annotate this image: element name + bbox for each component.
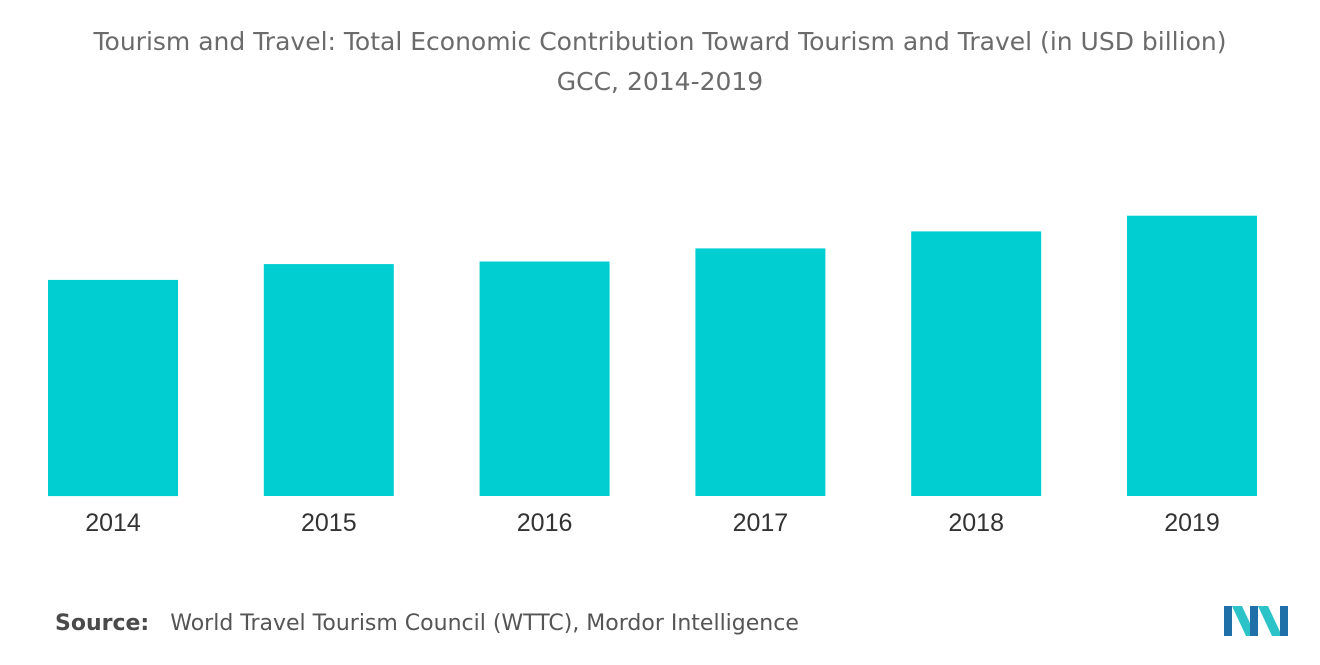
x-tick-label: 2018 bbox=[948, 509, 1004, 537]
bar-2019 bbox=[1127, 215, 1257, 496]
x-tick-label: 2019 bbox=[1164, 509, 1220, 537]
source-text: World Travel Tourism Council (WTTC), Mor… bbox=[170, 611, 799, 636]
bar-2018 bbox=[911, 231, 1042, 496]
bar-2016 bbox=[479, 261, 610, 496]
chart-subtitle: GCC, 2014-2019 bbox=[556, 67, 764, 96]
chart-title: Tourism and Travel: Total Economic Contr… bbox=[93, 27, 1227, 56]
mordor-intelligence-logo-icon bbox=[1224, 606, 1288, 636]
x-tick-label: 2015 bbox=[301, 509, 357, 537]
bar-2015 bbox=[263, 264, 394, 496]
x-tick-label: 2014 bbox=[85, 509, 141, 537]
source-label: Source: bbox=[55, 611, 150, 636]
bar-2014 bbox=[48, 279, 178, 497]
bar-2017 bbox=[695, 248, 826, 496]
x-tick-label: 2017 bbox=[733, 509, 789, 537]
source-note: Source: World Travel Tourism Council (WT… bbox=[55, 611, 799, 636]
chart-title-block: Tourism and Travel: Total Economic Contr… bbox=[0, 22, 1320, 102]
x-tick-label: 2016 bbox=[517, 509, 573, 537]
